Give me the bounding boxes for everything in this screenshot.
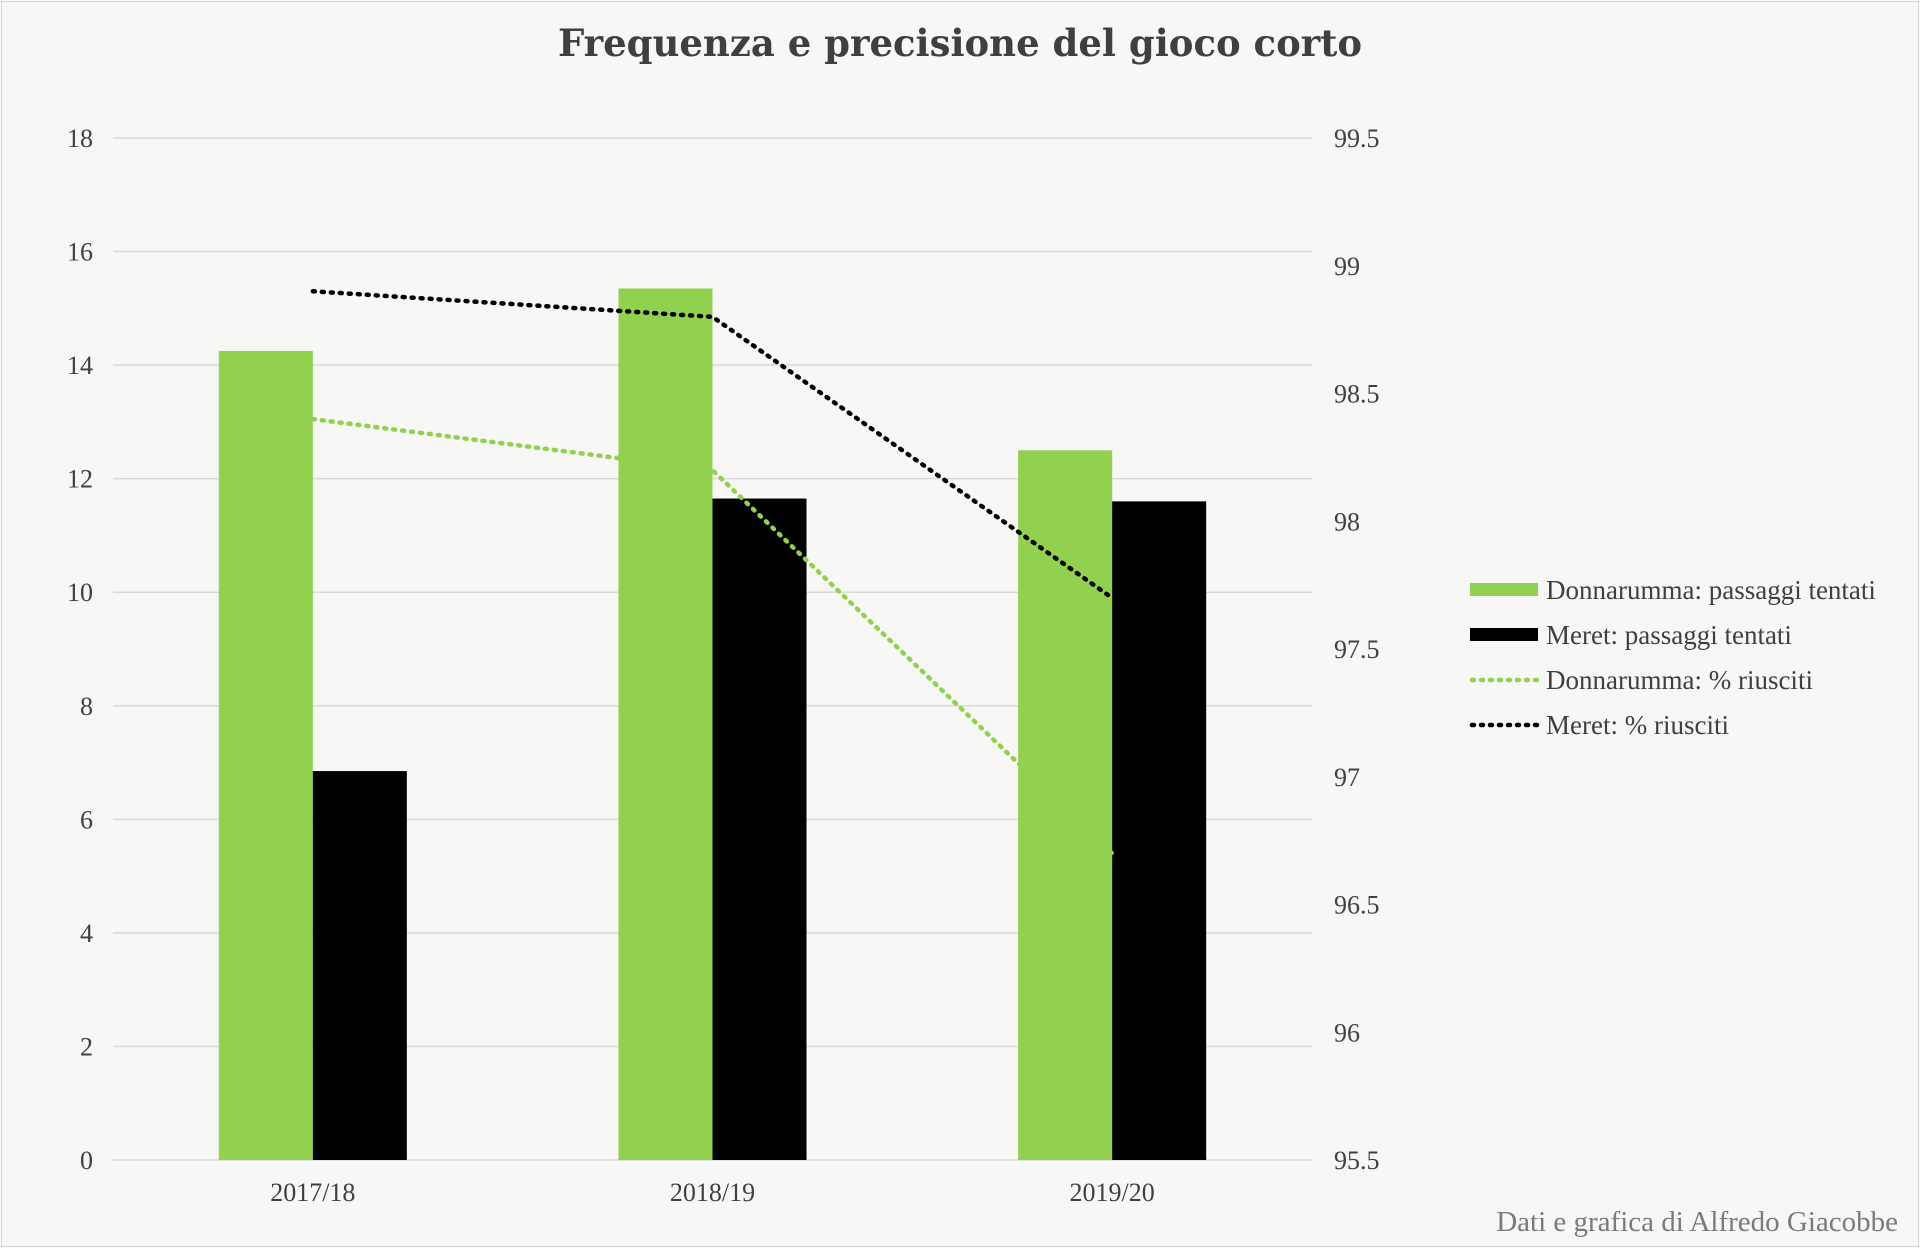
bar: [618, 288, 713, 1160]
right-tick-label: 95.5: [1334, 1146, 1380, 1175]
bars: [218, 288, 1207, 1161]
left-tick-label: 18: [67, 124, 93, 153]
legend-label: Meret: % riusciti: [1546, 710, 1729, 740]
right-tick-label: 99: [1334, 252, 1360, 281]
left-tick-label: 6: [80, 805, 93, 834]
bar: [1112, 501, 1207, 1160]
left-tick-label: 4: [80, 919, 93, 948]
right-tick-label: 96.5: [1334, 891, 1380, 920]
lines: [310, 289, 1115, 856]
legend-label: Donnarumma: % riusciti: [1546, 665, 1813, 695]
left-tick-label: 14: [67, 351, 93, 380]
legend-swatch: [1470, 583, 1538, 596]
right-axis-ticks: 95.5 96 96.5 97 97.5 98 98.5 99 99.5: [1334, 124, 1380, 1175]
series-line: [310, 289, 1115, 601]
left-tick-label: 16: [67, 238, 93, 267]
bar: [712, 498, 807, 1160]
chart-title: Frequenza e precisione del gioco corto: [558, 21, 1362, 65]
bar: [218, 350, 313, 1161]
right-tick-label: 96: [1334, 1018, 1360, 1047]
bar: [312, 771, 407, 1160]
left-tick-label: 2: [80, 1032, 93, 1061]
x-axis-ticks: 2017/18 2018/19 2019/20: [270, 1178, 1155, 1207]
right-tick-label: 99.5: [1334, 124, 1380, 153]
left-tick-label: 10: [67, 578, 93, 607]
left-tick-label: 0: [80, 1146, 93, 1175]
right-tick-label: 98.5: [1334, 380, 1380, 409]
right-tick-label: 97.5: [1334, 635, 1380, 664]
left-tick-label: 8: [80, 692, 93, 721]
legend-label: Donnarumma: passaggi tentati: [1546, 575, 1876, 605]
left-tick-label: 12: [67, 465, 93, 494]
legend-swatch: [1470, 628, 1538, 641]
right-tick-label: 98: [1334, 507, 1360, 536]
series-line: [310, 416, 1115, 856]
x-tick-label: 2019/20: [1070, 1178, 1155, 1207]
left-axis-ticks: 0 2 4 6 8 10 12 14 16 18: [67, 124, 93, 1175]
right-tick-label: 97: [1334, 763, 1360, 792]
legend: Donnarumma: passaggi tentati Meret: passa…: [1469, 575, 1876, 740]
credit-text: Dati e grafica di Alfredo Giacobbe: [1496, 1206, 1898, 1238]
bar: [1018, 450, 1113, 1160]
x-tick-label: 2018/19: [670, 1178, 755, 1207]
x-tick-label: 2017/18: [270, 1178, 355, 1207]
legend-label: Meret: passaggi tentati: [1546, 620, 1792, 650]
